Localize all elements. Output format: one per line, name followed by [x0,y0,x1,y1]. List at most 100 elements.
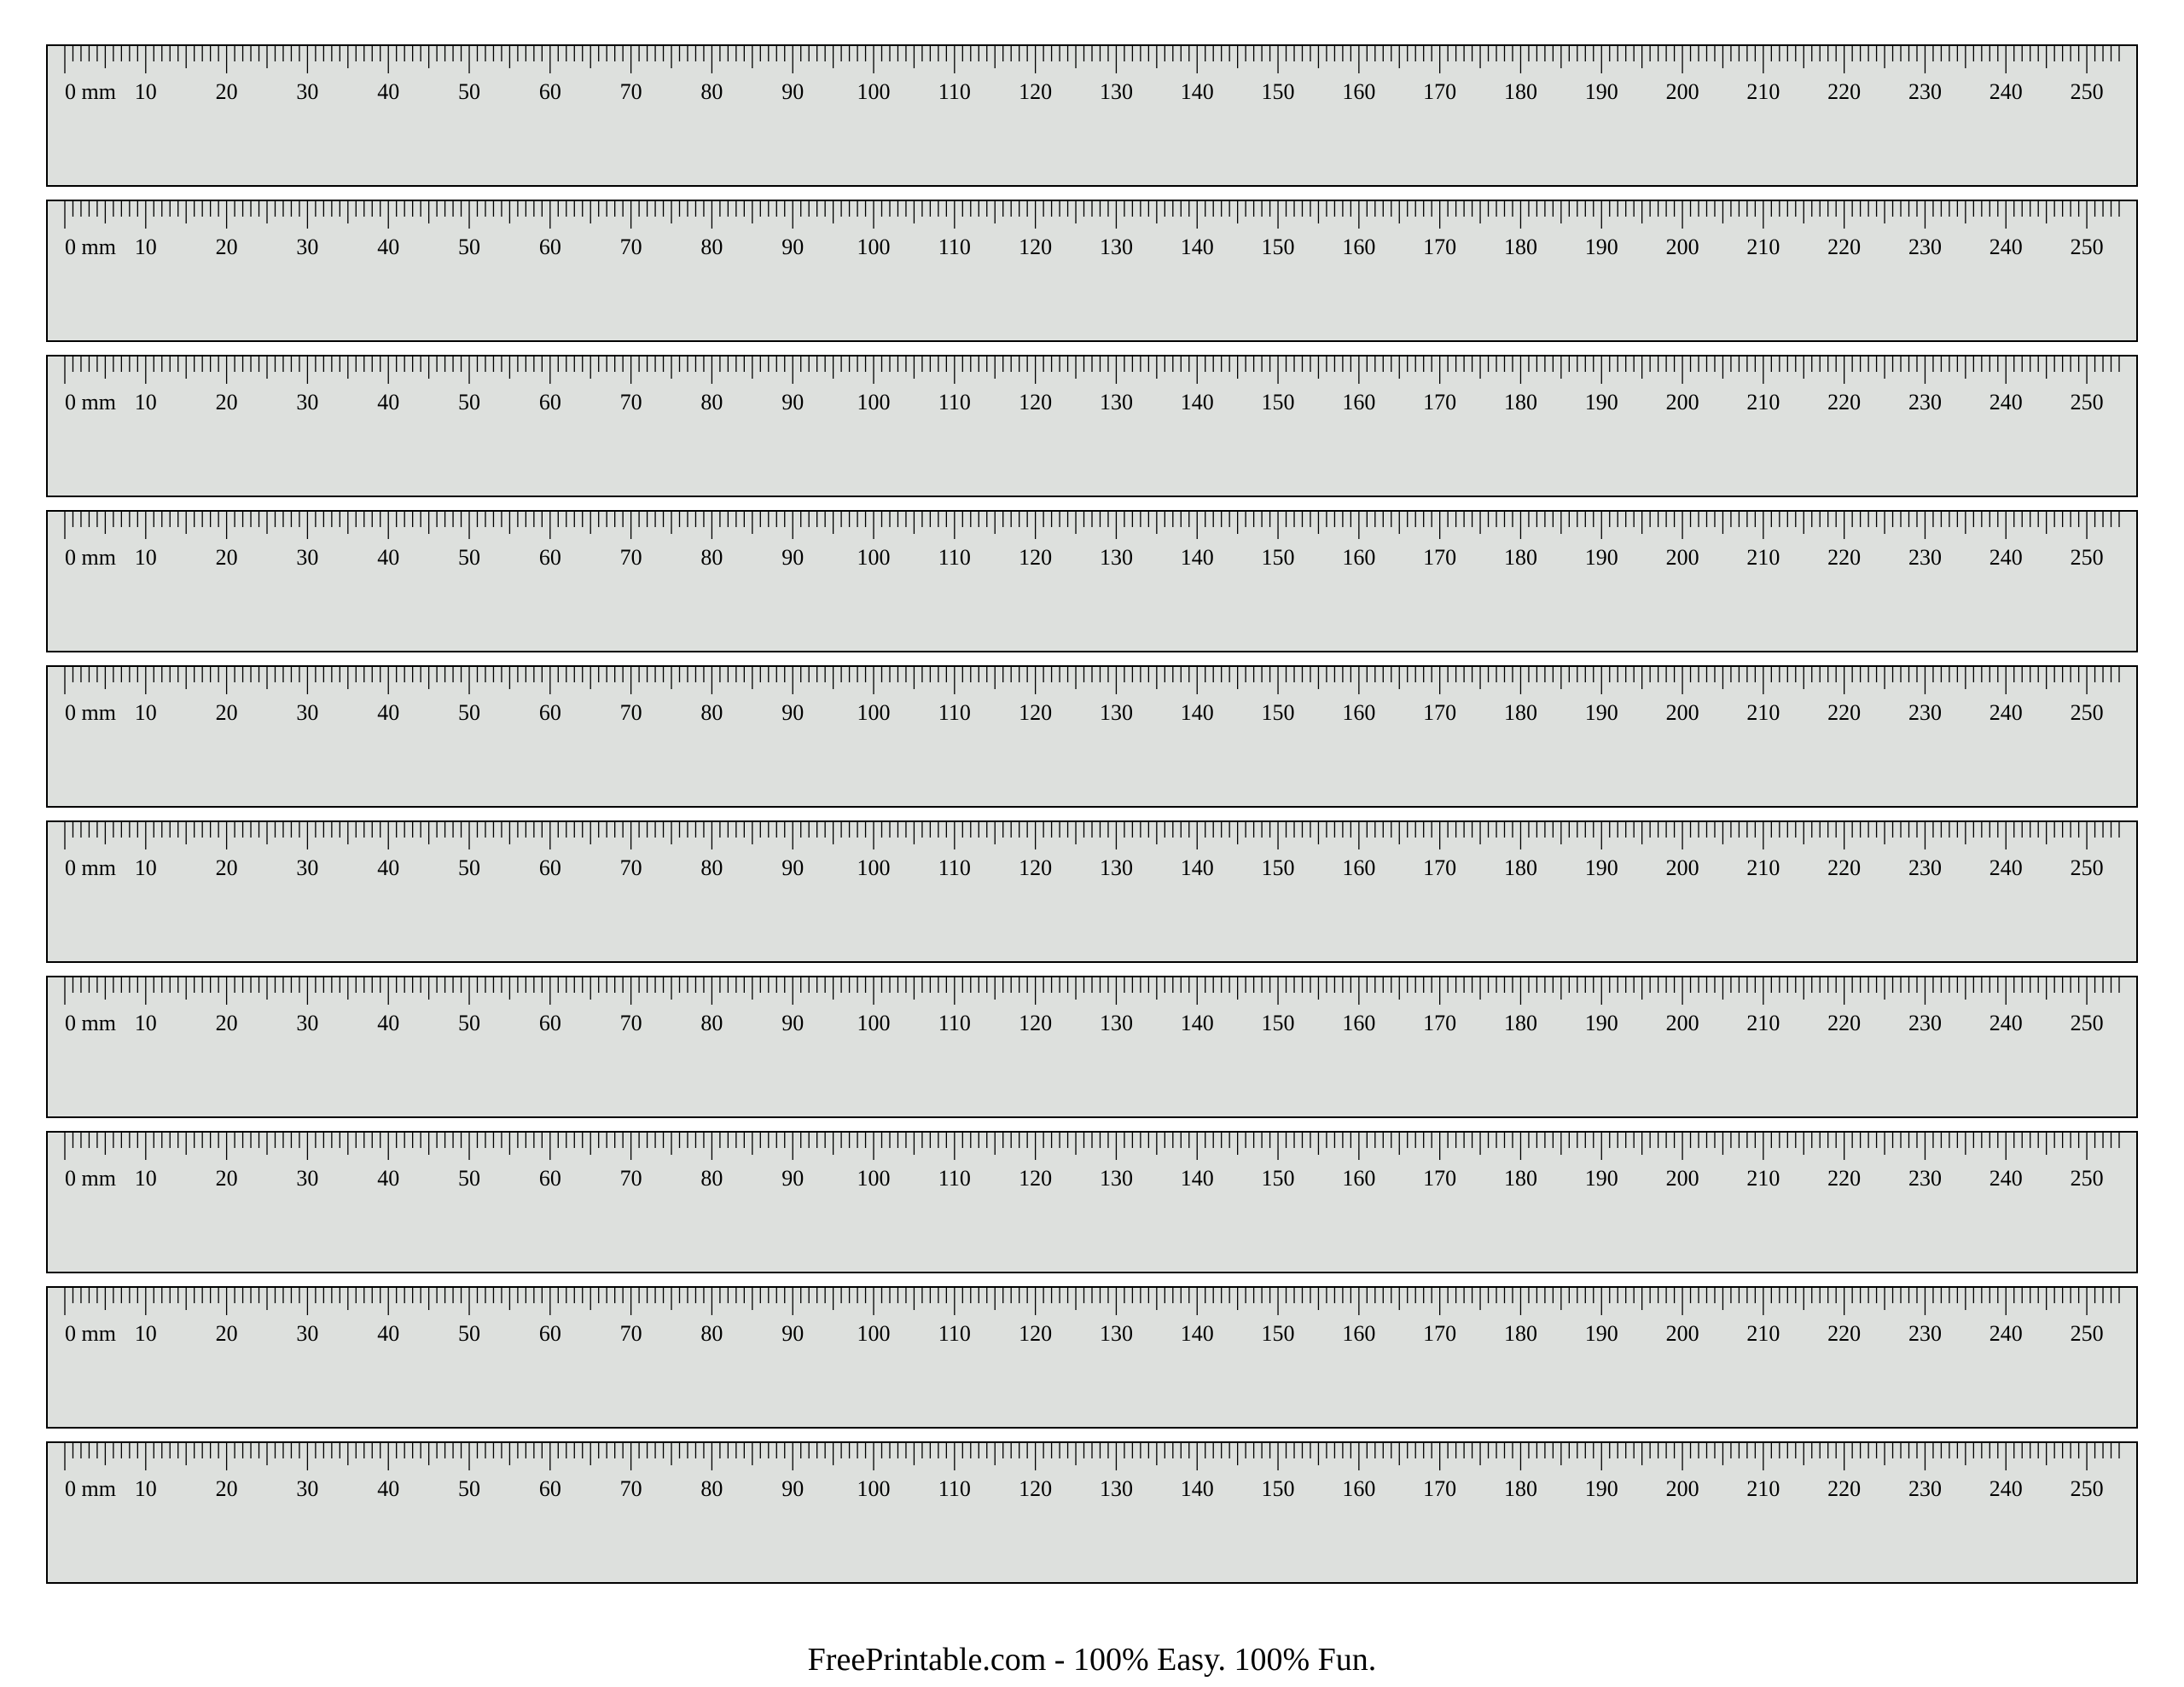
svg-text:220: 220 [1827,545,1861,570]
svg-text:10: 10 [135,79,157,104]
footer-text: FreePrintable.com - 100% Easy. 100% Fun. [0,1641,2184,1678]
svg-text:170: 170 [1423,1321,1456,1346]
svg-text:120: 120 [1019,1476,1052,1501]
svg-text:50: 50 [458,700,480,725]
svg-text:40: 40 [377,1476,399,1501]
svg-text:140: 140 [1181,79,1214,104]
svg-text:140: 140 [1181,1476,1214,1501]
svg-text:130: 130 [1100,1476,1133,1501]
svg-text:110: 110 [938,1011,971,1035]
svg-text:20: 20 [216,545,238,570]
svg-text:100: 100 [857,235,891,259]
svg-text:70: 70 [620,700,642,725]
svg-text:50: 50 [458,1011,480,1035]
svg-text:210: 210 [1746,855,1780,880]
svg-text:230: 230 [1908,855,1942,880]
svg-text:30: 30 [296,700,318,725]
svg-text:190: 190 [1585,79,1618,104]
svg-text:190: 190 [1585,1321,1618,1346]
svg-text:160: 160 [1342,700,1375,725]
svg-text:60: 60 [539,855,561,880]
ruler: 0 mm102030405060708090100110120130140150… [46,355,2138,497]
svg-text:100: 100 [857,1321,891,1346]
svg-text:10: 10 [135,855,157,880]
svg-text:230: 230 [1908,1476,1942,1501]
svg-text:160: 160 [1342,1321,1375,1346]
svg-text:220: 220 [1827,1321,1861,1346]
svg-text:80: 80 [700,235,723,259]
svg-text:80: 80 [700,1476,723,1501]
svg-text:30: 30 [296,1476,318,1501]
svg-text:50: 50 [458,235,480,259]
svg-text:170: 170 [1423,700,1456,725]
svg-text:70: 70 [620,1321,642,1346]
svg-text:40: 40 [377,1321,399,1346]
svg-text:40: 40 [377,545,399,570]
svg-text:120: 120 [1019,1011,1052,1035]
svg-text:100: 100 [857,545,891,570]
svg-text:120: 120 [1019,545,1052,570]
svg-text:180: 180 [1504,235,1537,259]
svg-text:10: 10 [135,390,157,415]
svg-text:250: 250 [2071,79,2104,104]
svg-text:80: 80 [700,855,723,880]
svg-text:100: 100 [857,1476,891,1501]
svg-text:160: 160 [1342,1166,1375,1191]
printable-ruler-page: 0 mm102030405060708090100110120130140150… [0,0,2184,1687]
svg-text:220: 220 [1827,1476,1861,1501]
svg-text:200: 200 [1666,1476,1699,1501]
svg-text:230: 230 [1908,79,1942,104]
svg-text:150: 150 [1262,1476,1295,1501]
svg-text:0 mm: 0 mm [65,1476,116,1501]
svg-text:190: 190 [1585,1011,1618,1035]
svg-text:110: 110 [938,79,971,104]
svg-text:210: 210 [1746,545,1780,570]
svg-text:190: 190 [1585,855,1618,880]
ruler: 0 mm102030405060708090100110120130140150… [46,820,2138,963]
svg-text:60: 60 [539,1166,561,1191]
svg-text:180: 180 [1504,1321,1537,1346]
svg-text:70: 70 [620,79,642,104]
svg-text:250: 250 [2071,700,2104,725]
svg-text:200: 200 [1666,390,1699,415]
svg-text:60: 60 [539,700,561,725]
svg-text:110: 110 [938,235,971,259]
svg-text:130: 130 [1100,390,1133,415]
svg-text:220: 220 [1827,235,1861,259]
svg-text:0 mm: 0 mm [65,1321,116,1346]
svg-text:50: 50 [458,1476,480,1501]
svg-text:130: 130 [1100,545,1133,570]
svg-text:230: 230 [1908,700,1942,725]
svg-text:130: 130 [1100,1166,1133,1191]
svg-text:80: 80 [700,1166,723,1191]
svg-text:140: 140 [1181,390,1214,415]
svg-text:200: 200 [1666,1321,1699,1346]
svg-text:170: 170 [1423,1166,1456,1191]
svg-text:120: 120 [1019,235,1052,259]
svg-text:200: 200 [1666,235,1699,259]
svg-text:100: 100 [857,855,891,880]
svg-text:210: 210 [1746,1476,1780,1501]
svg-text:130: 130 [1100,235,1133,259]
svg-text:240: 240 [1989,1476,2023,1501]
svg-text:20: 20 [216,390,238,415]
svg-text:240: 240 [1989,1011,2023,1035]
svg-text:170: 170 [1423,235,1456,259]
svg-text:40: 40 [377,1011,399,1035]
svg-text:140: 140 [1181,545,1214,570]
ruler: 0 mm102030405060708090100110120130140150… [46,200,2138,342]
svg-text:170: 170 [1423,390,1456,415]
svg-text:240: 240 [1989,1321,2023,1346]
svg-text:100: 100 [857,390,891,415]
svg-text:10: 10 [135,235,157,259]
svg-text:160: 160 [1342,545,1375,570]
svg-text:180: 180 [1504,545,1537,570]
svg-text:250: 250 [2071,1321,2104,1346]
svg-text:80: 80 [700,1011,723,1035]
svg-text:220: 220 [1827,700,1861,725]
svg-text:160: 160 [1342,855,1375,880]
svg-text:10: 10 [135,700,157,725]
ruler: 0 mm102030405060708090100110120130140150… [46,1131,2138,1273]
svg-text:40: 40 [377,390,399,415]
svg-text:160: 160 [1342,1011,1375,1035]
